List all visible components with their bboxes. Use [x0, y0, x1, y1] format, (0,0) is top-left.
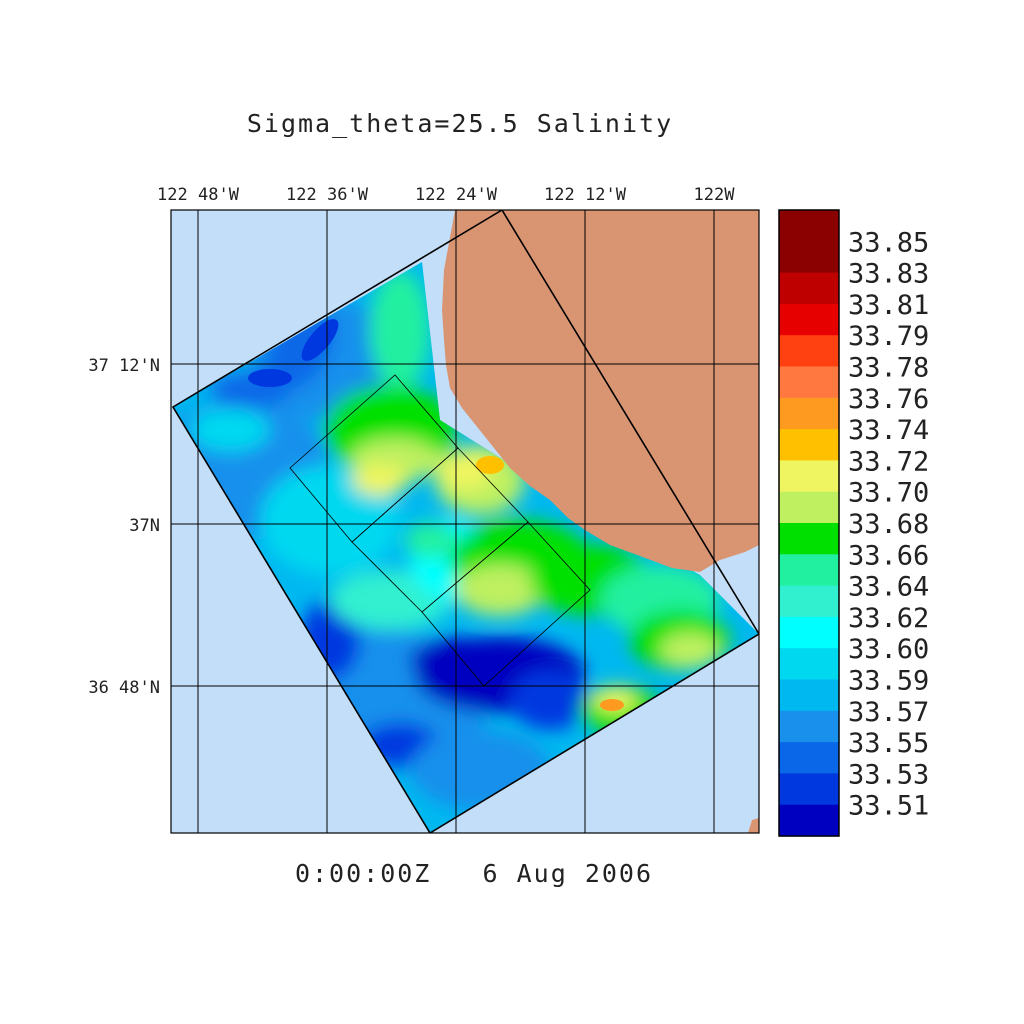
colorbar-label: 33.85	[848, 227, 929, 258]
colorbar-label: 33.59	[848, 666, 929, 697]
colorbar-cell	[779, 335, 839, 368]
latitude-tick-labels: 37 12'N 37N 36 48'N	[88, 356, 160, 698]
colorbar-label: 33.60	[848, 634, 929, 665]
colorbar: 33.8533.8333.8133.7933.7833.7633.7433.72…	[778, 209, 929, 837]
colorbar-label: 33.66	[848, 540, 929, 571]
colorbar-label: 33.78	[848, 353, 929, 384]
map-panel	[171, 210, 759, 833]
colorbar-label: 33.72	[848, 446, 929, 477]
colorbar-labels: 33.8533.8333.8133.7933.7833.7633.7433.72…	[848, 227, 929, 821]
colorbar-cell	[779, 491, 839, 524]
colorbar-cell	[779, 585, 839, 618]
colorbar-cell	[779, 554, 839, 587]
colorbar-label: 33.57	[848, 697, 929, 728]
nested-grid-boxes	[289, 374, 591, 687]
lon-tick-label: 122W	[694, 185, 736, 205]
colorbar-cell	[779, 710, 839, 743]
colorbar-cell	[779, 679, 839, 712]
lon-tick-label: 122 48'W	[157, 185, 240, 205]
colorbar-cell	[779, 241, 839, 274]
colorbar-cell	[779, 397, 839, 430]
map-frame	[170, 209, 760, 834]
colorbar-cell	[779, 210, 839, 242]
colorbar-label: 33.79	[848, 321, 929, 352]
colorbar-label: 33.83	[848, 259, 929, 290]
plot-title: Sigma_theta=25.5 Salinity	[247, 109, 673, 138]
lon-tick-label: 122 36'W	[286, 185, 369, 205]
colorbar-cell	[779, 742, 839, 774]
lon-tick-label: 122 12'W	[544, 185, 627, 205]
lat-tick-label: 36 48'N	[88, 678, 160, 698]
colorbar-label: 33.74	[848, 415, 929, 446]
colorbar-cell	[779, 460, 839, 493]
colorbar-cells	[779, 210, 839, 837]
lat-tick-label: 37N	[129, 516, 160, 536]
model-domain-outline	[171, 210, 759, 833]
longitude-tick-labels: 122 48'W 122 36'W 122 24'W 122 12'W 122W	[157, 185, 735, 205]
colorbar-cell	[779, 429, 839, 461]
colorbar-label: 33.55	[848, 728, 929, 759]
colorbar-cell	[779, 773, 839, 806]
colorbar-frame	[778, 209, 840, 837]
land-fringe	[748, 818, 759, 833]
colorbar-cell	[779, 616, 839, 649]
colorbar-cell	[779, 804, 839, 837]
lon-tick-label: 122 24'W	[415, 185, 498, 205]
colorbar-label: 33.62	[848, 603, 929, 634]
colorbar-label: 33.51	[848, 791, 929, 822]
colorbar-label: 33.64	[848, 572, 929, 603]
lat-tick-label: 37 12'N	[88, 356, 160, 376]
colorbar-label: 33.76	[848, 384, 929, 415]
timestamp-label: 0:00:00Z 6 Aug 2006	[295, 859, 653, 888]
colorbar-cell	[779, 303, 839, 336]
colorbar-cell	[779, 366, 839, 399]
colorbar-cell	[779, 272, 839, 305]
colorbar-label: 33.53	[848, 759, 929, 790]
colorbar-label: 33.81	[848, 290, 929, 321]
colorbar-cell	[779, 523, 839, 555]
land-area	[442, 210, 759, 572]
colorbar-label: 33.70	[848, 478, 929, 509]
lat-lon-grid	[171, 210, 759, 833]
colorbar-label: 33.68	[848, 509, 929, 540]
colorbar-cell	[779, 648, 839, 681]
